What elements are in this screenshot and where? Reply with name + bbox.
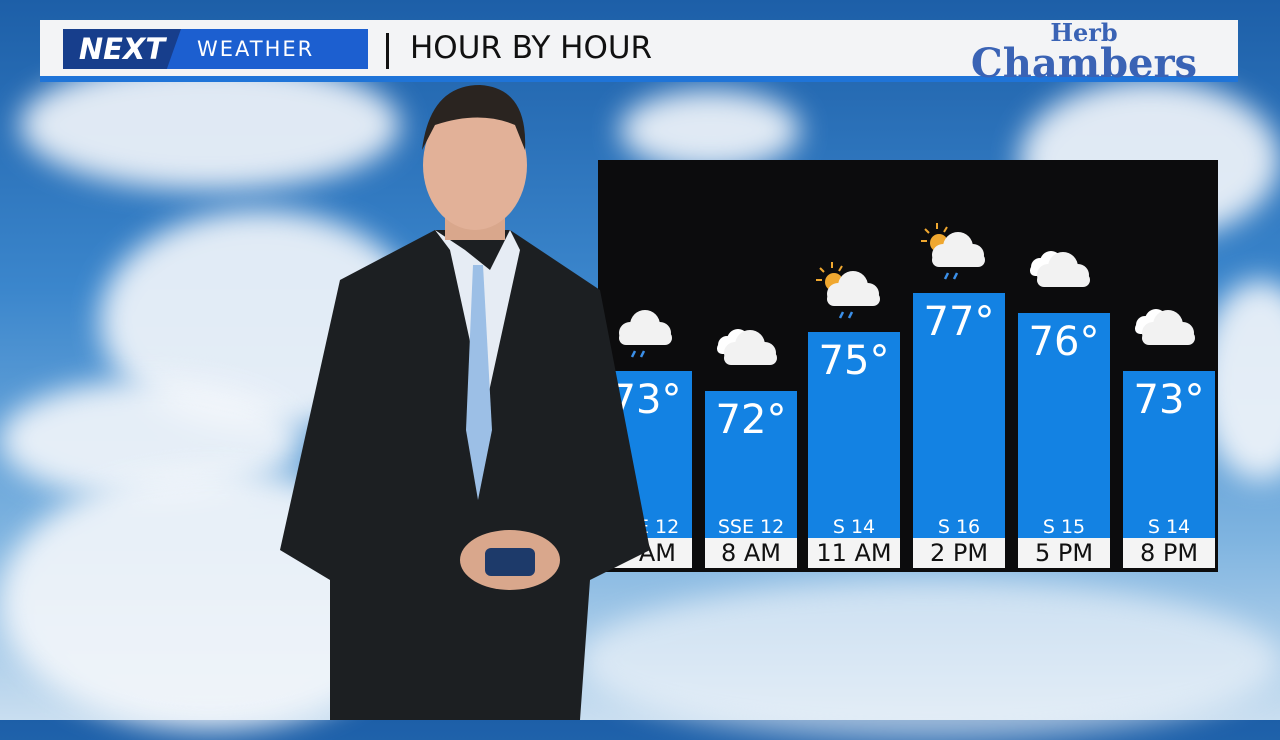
- sponsor-line2: Chambers: [970, 39, 1198, 87]
- temperature-bar: 76°: [1018, 312, 1110, 538]
- hour-label: 8 PM: [1123, 538, 1215, 568]
- temperature-label: 76°: [1028, 318, 1100, 365]
- temperature-bar: 73°: [1123, 371, 1215, 538]
- hour-by-hour-chart: 73° SSE 12 5 AM 72° SSE 12 8 AM 75° S 14 11 AM 77…: [598, 160, 1218, 572]
- sky-cloud: [580, 580, 1280, 740]
- divider: [386, 33, 389, 69]
- clouds-icon: [705, 313, 797, 383]
- hour-label: 11 AM: [808, 538, 900, 568]
- temperature-label: 77°: [923, 299, 995, 345]
- wind-label: S 16: [937, 516, 981, 538]
- temperature-label: 73°: [1133, 377, 1205, 424]
- meteorologist: [280, 85, 650, 720]
- hour-label: 2 PM: [913, 538, 1005, 568]
- temperature-bar: 75°: [808, 332, 900, 538]
- sponsor-line1: Herb: [1050, 18, 1118, 47]
- header-bar: NEXT WEATHER HOUR BY HOUR Herb Chambers: [40, 18, 1238, 87]
- next-weather-logo: NEXT WEATHER: [63, 29, 368, 69]
- clouds-icon: [1123, 293, 1215, 363]
- cloud-rain-icon: [600, 293, 692, 363]
- hour-label: 5 PM: [1018, 538, 1110, 568]
- wind-label: S 15: [1042, 516, 1086, 538]
- sun-cloud-rain-icon: [913, 215, 1005, 285]
- temperature-label: 72°: [715, 397, 787, 443]
- page-title: HOUR BY HOUR: [410, 30, 653, 66]
- temperature-bar: 77°: [913, 293, 1005, 538]
- sky-cloud: [620, 90, 800, 170]
- wind-label: S 14: [1147, 516, 1191, 538]
- temperature-bar: 72°: [705, 391, 797, 538]
- sponsor-logo: Herb Chambers: [934, 18, 1234, 87]
- next-logo-text: NEXT: [63, 29, 181, 69]
- hour-label: 8 AM: [705, 538, 797, 568]
- weather-logo-text: WEATHER: [197, 37, 315, 61]
- wind-label: SSE 12: [717, 516, 785, 538]
- temperature-label: 75°: [818, 338, 890, 385]
- clouds-icon: [1018, 235, 1110, 305]
- wind-label: S 14: [832, 516, 876, 538]
- sun-cloud-rain-icon: [808, 254, 900, 324]
